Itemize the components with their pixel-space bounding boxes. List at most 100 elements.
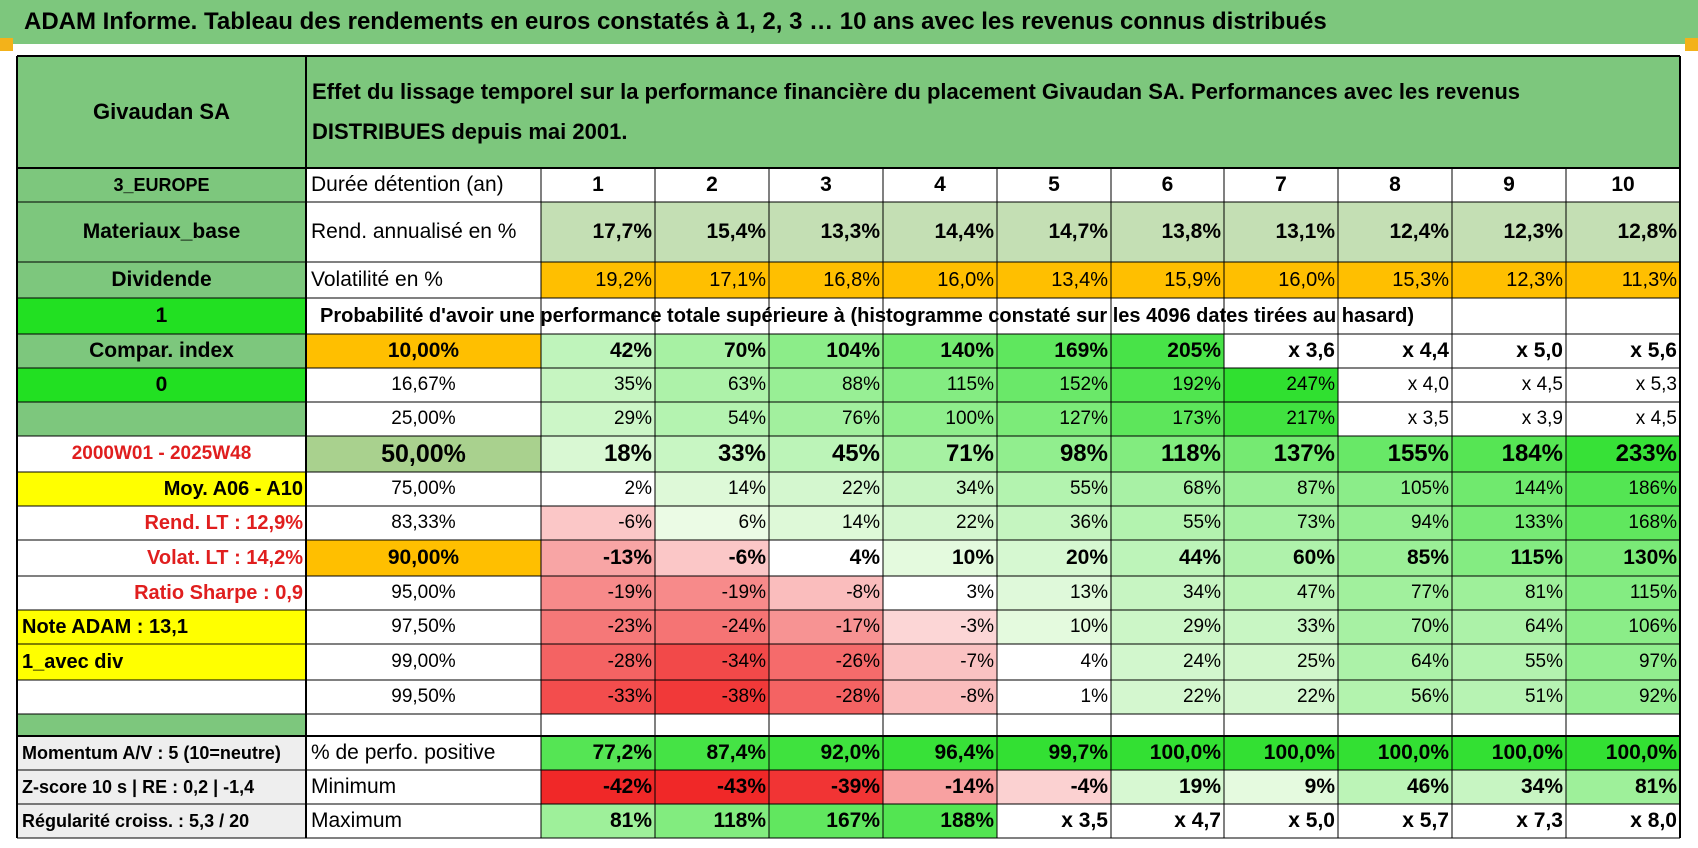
performance-value: 152%: [997, 368, 1111, 402]
footer-value: x 8,0: [1566, 804, 1680, 838]
volatility-label: Volatilité en %: [311, 268, 443, 291]
percentile-label: 83,33%: [306, 506, 541, 540]
performance-value: 64%: [1338, 644, 1452, 680]
performance-value: 247%: [1224, 368, 1338, 402]
performance-value: 115%: [883, 368, 997, 402]
compar-index-label: Compar. index: [17, 334, 306, 368]
footer-value: 188%: [883, 804, 997, 838]
footer-value: x 4,7: [1111, 804, 1224, 838]
percentile-label: 99,00%: [306, 644, 541, 680]
performance-value: 22%: [1224, 680, 1338, 714]
performance-value: 192%: [1111, 368, 1224, 402]
dividend-mode: 1_avec div: [17, 644, 306, 680]
performance-value: -24%: [655, 610, 769, 644]
annual-return-value: 17,7%: [541, 202, 655, 262]
performance-value: 55%: [1111, 506, 1224, 540]
performance-value: 22%: [769, 472, 883, 506]
year-header: 3: [820, 173, 832, 196]
duration-label: Durée détention (an): [311, 173, 504, 196]
percentile-label: 25,00%: [306, 402, 541, 436]
performance-value: 94%: [1338, 506, 1452, 540]
percentile-label: 99,50%: [306, 680, 541, 714]
performance-value: 6%: [655, 506, 769, 540]
volatility-value: 11,3%: [1566, 262, 1680, 298]
performance-value: -28%: [541, 644, 655, 680]
performance-value: 173%: [1111, 402, 1224, 436]
performance-value: 2%: [541, 472, 655, 506]
performance-value: -19%: [655, 576, 769, 610]
footer-value: x 5,0: [1224, 804, 1338, 838]
year-header: 1: [592, 173, 604, 196]
footer-value: 100,0%: [1452, 736, 1566, 770]
footer-value: -4%: [997, 770, 1111, 804]
volatility-value: 16,0%: [1224, 262, 1338, 298]
performance-value: -17%: [769, 610, 883, 644]
performance-value: 14%: [655, 472, 769, 506]
long-term-volatility: Volat. LT : 14,2%: [17, 540, 306, 576]
performance-value: 217%: [1224, 402, 1338, 436]
period-label: 2000W01 - 2025W48: [17, 436, 306, 472]
footer-indicator: Régularité croiss. : 5,3 / 20: [17, 804, 306, 838]
volatility-value: 15,3%: [1338, 262, 1452, 298]
footer-row-label: Maximum: [311, 809, 403, 832]
performance-value: 35%: [541, 368, 655, 402]
performance-value: 55%: [1452, 644, 1566, 680]
performance-value: 85%: [1338, 540, 1452, 576]
income-type-label: Dividende: [17, 262, 306, 298]
performance-value: 140%: [883, 334, 997, 368]
footer-value: 46%: [1338, 770, 1452, 804]
performance-value: 60%: [1224, 540, 1338, 576]
footer-value: 19%: [1111, 770, 1224, 804]
percentile-label: 10,00%: [306, 334, 541, 368]
performance-value: -8%: [883, 680, 997, 714]
footer-value: 92,0%: [769, 736, 883, 770]
performance-value: 97%: [1566, 644, 1680, 680]
flag-value-1: 1: [17, 298, 306, 334]
performance-value: x 5,6: [1566, 334, 1680, 368]
annual-return-value: 15,4%: [655, 202, 769, 262]
empty-left-cell: [17, 402, 306, 436]
footer-value: -14%: [883, 770, 997, 804]
percentile-label: 97,50%: [306, 610, 541, 644]
footer-value: 100,0%: [1224, 736, 1338, 770]
performance-value: 20%: [997, 540, 1111, 576]
footer-value: 118%: [655, 804, 769, 838]
performance-value: -28%: [769, 680, 883, 714]
performance-value: 100%: [883, 402, 997, 436]
performance-value: 1%: [997, 680, 1111, 714]
performance-value: 10%: [997, 610, 1111, 644]
adam-score: Note ADAM : 13,1: [17, 610, 306, 644]
performance-value: 184%: [1452, 436, 1566, 472]
performance-value: 64%: [1452, 610, 1566, 644]
footer-row-label: Minimum: [311, 775, 397, 798]
performance-value: 144%: [1452, 472, 1566, 506]
volatility-value: 19,2%: [541, 262, 655, 298]
volatility-value: 15,9%: [1111, 262, 1224, 298]
performance-value: x 3,9: [1452, 402, 1566, 436]
performance-value: 55%: [997, 472, 1111, 506]
performance-value: 13%: [997, 576, 1111, 610]
footer-value: -39%: [769, 770, 883, 804]
performance-value: 4%: [769, 540, 883, 576]
performance-value: -33%: [541, 680, 655, 714]
region-label: 3_EUROPE: [17, 168, 306, 202]
volatility-value: 16,0%: [883, 262, 997, 298]
volatility-value: 16,8%: [769, 262, 883, 298]
performance-value: 81%: [1452, 576, 1566, 610]
performance-value: x 5,0: [1452, 334, 1566, 368]
performance-value: -3%: [883, 610, 997, 644]
performance-value: 92%: [1566, 680, 1680, 714]
performance-value: 118%: [1111, 436, 1224, 472]
corner-marker-left: [0, 38, 13, 51]
footer-value: x 7,3: [1452, 804, 1566, 838]
performance-value: x 4,5: [1566, 402, 1680, 436]
performance-value: 155%: [1338, 436, 1452, 472]
annual-return-value: 13,8%: [1111, 202, 1224, 262]
performance-value: x 3,6: [1224, 334, 1338, 368]
performance-value: 70%: [655, 334, 769, 368]
performance-value: x 5,3: [1566, 368, 1680, 402]
footer-value: 87,4%: [655, 736, 769, 770]
performance-value: -8%: [769, 576, 883, 610]
footer-value: 34%: [1452, 770, 1566, 804]
performance-value: 44%: [1111, 540, 1224, 576]
